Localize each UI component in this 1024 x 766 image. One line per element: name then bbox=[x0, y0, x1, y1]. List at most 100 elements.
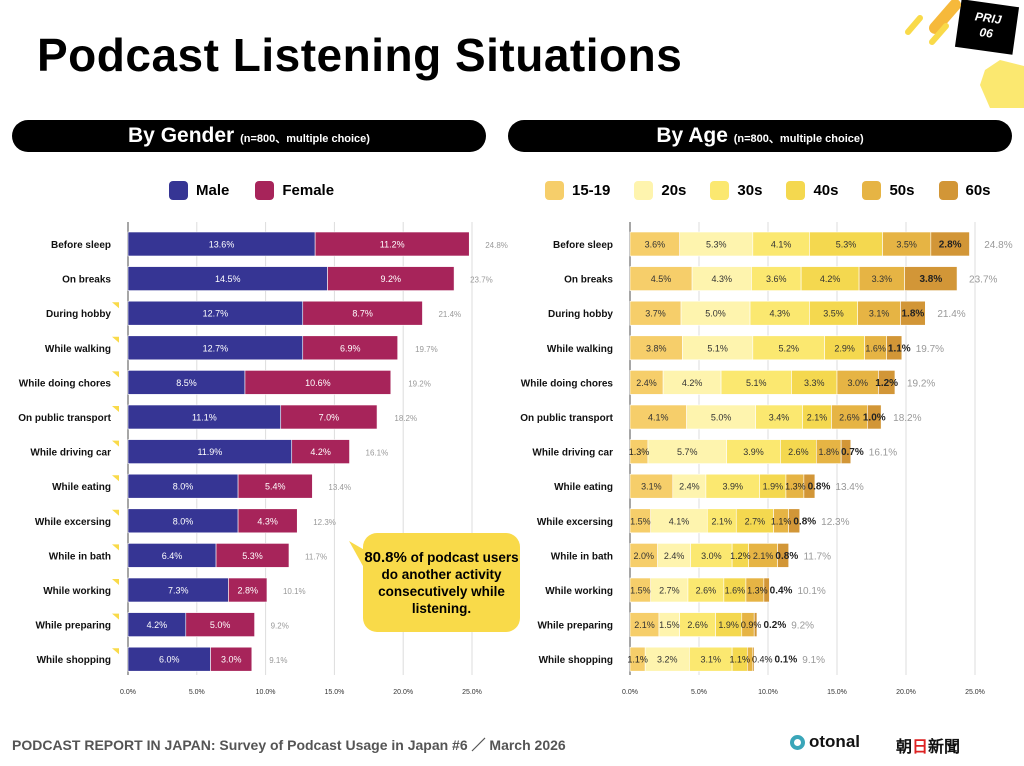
legend-label: Male bbox=[196, 182, 230, 199]
data-label: 0.9% bbox=[741, 620, 762, 630]
data-label: 5.1% bbox=[707, 343, 728, 353]
x-tick-label: 25.0% bbox=[965, 689, 985, 696]
decor-stroke bbox=[929, 0, 961, 34]
data-label: 1.1% bbox=[771, 516, 792, 526]
data-label: 2.8% bbox=[237, 586, 258, 596]
bar-segment bbox=[237, 473, 313, 499]
bar-segment bbox=[751, 266, 802, 291]
bar-segment bbox=[882, 231, 932, 257]
data-label: 3.1% bbox=[869, 309, 890, 319]
age-title: By Age bbox=[656, 124, 728, 147]
legend-label: 15-19 bbox=[572, 182, 611, 199]
flag-icon bbox=[112, 544, 119, 551]
data-label: 3.5% bbox=[896, 240, 917, 250]
bar-segment bbox=[748, 543, 778, 568]
legend-label: 50s bbox=[889, 182, 915, 199]
callout-highlight: 80.8% bbox=[364, 548, 407, 566]
bar-segment bbox=[629, 231, 680, 257]
bar-segment bbox=[280, 404, 378, 430]
data-label: 1.6% bbox=[725, 586, 746, 596]
bar-segment bbox=[780, 439, 817, 464]
x-tick-label: 5.0% bbox=[189, 689, 205, 696]
data-label: 1.8% bbox=[902, 309, 925, 320]
data-label: 1.6% bbox=[865, 343, 886, 353]
data-label: 1.3% bbox=[785, 482, 806, 492]
legend-swatch bbox=[545, 181, 564, 200]
data-label: 1.1% bbox=[888, 343, 911, 354]
x-tick-label: 10.0% bbox=[758, 689, 778, 696]
legend-swatch bbox=[169, 181, 188, 200]
data-label: 1.1% bbox=[627, 655, 648, 665]
data-label: 8.5% bbox=[176, 378, 197, 388]
data-label: 5.3% bbox=[836, 240, 857, 250]
category-label: While doing chores bbox=[521, 378, 614, 389]
x-tick-label: 10.0% bbox=[256, 689, 276, 696]
legend-label: 30s bbox=[737, 182, 763, 199]
bar-segment bbox=[127, 231, 316, 257]
total-label: 16.1% bbox=[366, 449, 389, 458]
data-label: 3.3% bbox=[804, 378, 825, 388]
data-label: 1.8% bbox=[818, 447, 839, 457]
category-label: While doing chores bbox=[19, 378, 112, 389]
total-label: 24.8% bbox=[485, 241, 508, 250]
decor-stroke bbox=[929, 23, 949, 45]
flag-icon bbox=[112, 440, 119, 447]
total-label: 19.2% bbox=[907, 378, 935, 389]
page-title: Podcast Listening Situations bbox=[37, 29, 683, 81]
data-label: 2.6% bbox=[788, 447, 809, 457]
bar-segment bbox=[127, 646, 211, 672]
bar-segment bbox=[803, 473, 816, 499]
category-label: During hobby bbox=[548, 309, 613, 320]
data-label: 1.5% bbox=[630, 586, 651, 596]
bar-segment bbox=[679, 231, 754, 257]
total-label: 9.2% bbox=[791, 621, 814, 632]
category-label: While eating bbox=[52, 482, 111, 493]
data-label: 1.3% bbox=[747, 586, 768, 596]
data-label: 10.6% bbox=[305, 378, 331, 388]
category-label: While walking bbox=[547, 344, 613, 355]
bar-segment bbox=[657, 543, 692, 568]
data-label: 4.3% bbox=[712, 274, 733, 284]
data-label: 5.0% bbox=[210, 620, 231, 630]
legend-swatch bbox=[634, 181, 654, 200]
total-label: 23.7% bbox=[969, 275, 997, 286]
data-label: 4.1% bbox=[771, 240, 792, 250]
bar-segment bbox=[127, 370, 246, 395]
data-label: 4.1% bbox=[648, 413, 669, 423]
bar-segment bbox=[836, 370, 879, 395]
total-label: 12.3% bbox=[313, 518, 336, 527]
bar-segment bbox=[662, 370, 722, 395]
category-label: On breaks bbox=[62, 275, 111, 286]
bar-segment bbox=[650, 508, 708, 534]
category-label: On public transport bbox=[520, 413, 613, 424]
x-tick-label: 20.0% bbox=[393, 689, 413, 696]
data-label: 3.1% bbox=[700, 655, 721, 665]
bar-segment bbox=[672, 473, 707, 499]
bar-segment bbox=[686, 404, 756, 430]
data-label: 0.7% bbox=[841, 447, 864, 458]
legend-label: Female bbox=[282, 182, 335, 199]
data-label: 2.6% bbox=[687, 620, 708, 630]
data-label: 3.8% bbox=[919, 274, 942, 285]
data-label: 7.3% bbox=[168, 586, 189, 596]
data-label: 4.2% bbox=[682, 378, 703, 388]
bar-segment bbox=[629, 404, 687, 430]
gender-subtitle: (n=800、multiple choice) bbox=[240, 133, 370, 145]
data-label: 0.1% bbox=[774, 655, 797, 666]
bar-segment bbox=[127, 473, 239, 499]
flag-icon bbox=[112, 648, 119, 655]
category-label: While driving car bbox=[30, 448, 111, 459]
data-label: 2.4% bbox=[636, 378, 657, 388]
data-label: 3.0% bbox=[701, 551, 722, 561]
legend-item: Male bbox=[169, 181, 229, 200]
data-label: 2.8% bbox=[939, 240, 962, 251]
bar-segment bbox=[802, 404, 832, 430]
bar-segment bbox=[185, 612, 255, 637]
legend-item: Female bbox=[255, 181, 334, 200]
x-tick-label: 20.0% bbox=[896, 689, 916, 696]
gender-legend: Male Female bbox=[169, 181, 334, 200]
bar-segment bbox=[127, 404, 282, 430]
age-subtitle: (n=800、multiple choice) bbox=[733, 133, 864, 145]
data-label: 0.4% bbox=[770, 586, 793, 597]
